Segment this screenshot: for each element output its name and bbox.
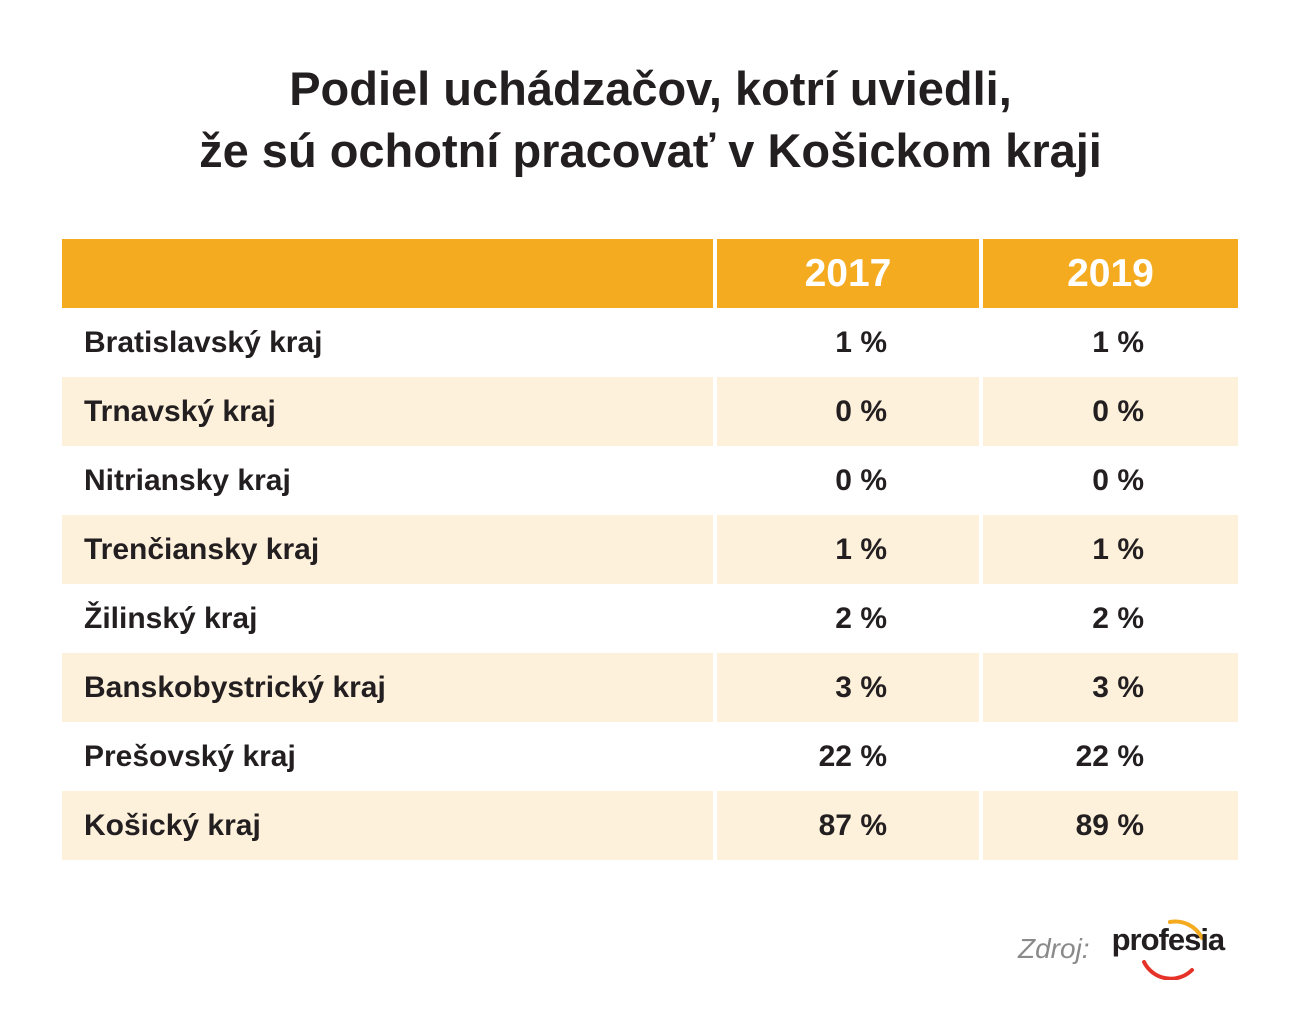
region-cell: Trnavský kraj	[62, 377, 713, 446]
logo-arc-icon	[1141, 919, 1204, 980]
profesia-logo: profesia	[1110, 918, 1232, 980]
region-cell: Bratislavský kraj	[84, 325, 323, 359]
value-2019-cell: 22 %	[1075, 739, 1144, 773]
region-cell: Prešovský kraj	[84, 739, 296, 773]
value-2019-cell: 3 %	[983, 653, 1238, 722]
value-2019-cell: 1 %	[983, 515, 1238, 584]
value-2019-cell: 1 %	[1092, 325, 1144, 359]
region-cell: Žilinský kraj	[84, 601, 258, 635]
table-row: Banskobystrický kraj 3 % 3 %	[62, 653, 1238, 722]
value-2017-cell: 0 %	[835, 463, 887, 497]
table-row: Prešovský kraj 22 % 22 %	[62, 722, 1238, 791]
logo-text: profesia	[1111, 922, 1226, 957]
region-cell: Trenčiansky kraj	[62, 515, 713, 584]
chart-title: Podiel uchádzačov, kotrí uviedli, že sú …	[0, 58, 1301, 182]
value-2019-cell: 0 %	[983, 377, 1238, 446]
value-2017-cell: 87 %	[717, 791, 979, 860]
chart-title-line-1: Podiel uchádzačov, kotrí uviedli,	[289, 62, 1012, 115]
value-2017-cell: 0 %	[717, 377, 979, 446]
value-2017-cell: 2 %	[835, 601, 887, 635]
value-2017-cell: 1 %	[717, 515, 979, 584]
table-row: Žilinský kraj 2 % 2 %	[62, 584, 1238, 653]
table-body: Bratislavský kraj 1 % 1 % Trnavský kraj 0 % 0…	[62, 308, 1238, 860]
header-2017-cell: 2017	[717, 239, 979, 308]
value-2019-cell: 0 %	[1092, 463, 1144, 497]
table-row: Košický kraj 87 % 89 %	[62, 791, 1238, 860]
chart-title-line-2: že sú ochotní pracovať v Košickom kraji	[199, 124, 1102, 177]
value-2019-cell: 2 %	[1092, 601, 1144, 635]
table-row: Trnavský kraj 0 % 0 %	[62, 377, 1238, 446]
table-row: Trenčiansky kraj 1 % 1 %	[62, 515, 1238, 584]
table-row: Nitriansky kraj 0 % 0 %	[62, 446, 1238, 515]
data-table: 2017 2019 Bratislavský kraj 1 % 1 % Trnavsk…	[62, 239, 1238, 860]
table-header-row: 2017 2019	[62, 239, 1238, 308]
value-2017-cell: 1 %	[835, 325, 887, 359]
value-2017-cell: 22 %	[818, 739, 887, 773]
region-cell: Nitriansky kraj	[84, 463, 291, 497]
header-2019-cell: 2019	[983, 239, 1238, 308]
source-credit: Zdroj: profesia	[1018, 918, 1232, 980]
value-2019-cell: 89 %	[983, 791, 1238, 860]
region-cell: Banskobystrický kraj	[62, 653, 713, 722]
region-cell: Košický kraj	[62, 791, 713, 860]
value-2017-cell: 3 %	[717, 653, 979, 722]
header-region-cell	[62, 239, 713, 308]
table-row: Bratislavský kraj 1 % 1 %	[62, 308, 1238, 377]
source-label: Zdroj:	[1018, 933, 1090, 964]
